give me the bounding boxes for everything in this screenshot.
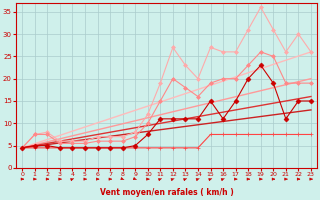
X-axis label: Vent moyen/en rafales ( km/h ): Vent moyen/en rafales ( km/h ) (100, 188, 234, 197)
